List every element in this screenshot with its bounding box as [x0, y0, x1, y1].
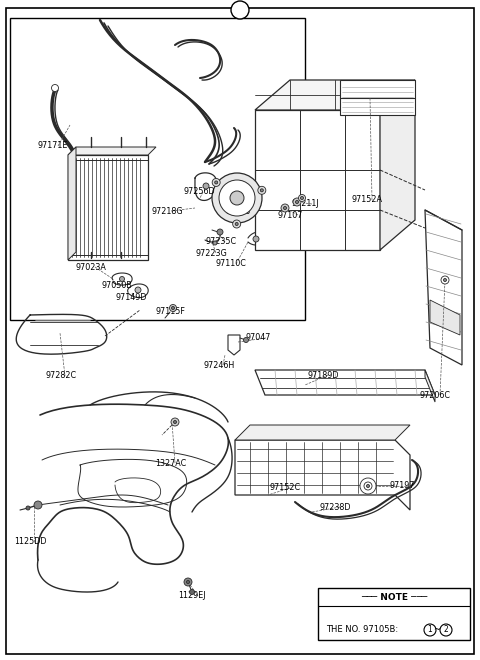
Text: 2: 2 — [444, 626, 448, 634]
Polygon shape — [68, 147, 156, 155]
Bar — [10, 18, 305, 320]
Polygon shape — [235, 425, 410, 440]
Text: 97047: 97047 — [246, 333, 271, 343]
Text: 97171E: 97171E — [38, 141, 68, 150]
Circle shape — [296, 201, 299, 203]
Polygon shape — [235, 440, 410, 510]
Text: 97206C: 97206C — [420, 391, 451, 399]
Text: 97152C: 97152C — [270, 484, 301, 492]
Polygon shape — [68, 155, 148, 260]
Text: 97043: 97043 — [225, 207, 250, 216]
Text: 97235C: 97235C — [205, 238, 236, 246]
Circle shape — [253, 236, 259, 242]
Circle shape — [203, 183, 209, 189]
Text: ~: ~ — [433, 626, 441, 634]
Circle shape — [184, 578, 192, 586]
Text: 97050B: 97050B — [102, 280, 133, 290]
Circle shape — [34, 501, 42, 509]
Bar — [260, 190, 298, 212]
Polygon shape — [255, 80, 415, 110]
Text: 97256D: 97256D — [183, 187, 215, 197]
Text: 97189D: 97189D — [308, 370, 339, 380]
Circle shape — [173, 420, 177, 424]
Circle shape — [231, 1, 249, 19]
Text: 97246H: 97246H — [203, 360, 234, 370]
Circle shape — [243, 337, 249, 343]
Text: 1327AC: 1327AC — [155, 459, 186, 467]
Text: 97218G: 97218G — [151, 207, 182, 216]
Text: 97197: 97197 — [390, 482, 416, 490]
Bar — [318, 588, 470, 640]
Circle shape — [444, 279, 446, 282]
Text: 1: 1 — [428, 626, 432, 634]
Polygon shape — [425, 210, 462, 365]
Circle shape — [293, 198, 301, 206]
Polygon shape — [68, 147, 76, 260]
Circle shape — [364, 482, 372, 490]
Polygon shape — [255, 370, 435, 395]
Circle shape — [260, 189, 264, 192]
Circle shape — [171, 418, 179, 426]
Text: 97023A: 97023A — [75, 263, 106, 271]
Polygon shape — [255, 110, 380, 250]
Circle shape — [258, 186, 266, 194]
Circle shape — [171, 306, 175, 310]
Text: 97223G: 97223G — [196, 249, 228, 257]
Text: 97115F: 97115F — [155, 308, 185, 317]
Circle shape — [26, 506, 30, 510]
Text: 97110C: 97110C — [216, 259, 247, 269]
Circle shape — [212, 173, 262, 223]
Text: 97152A: 97152A — [352, 195, 383, 205]
Circle shape — [169, 304, 177, 312]
Circle shape — [190, 589, 194, 595]
Circle shape — [217, 229, 223, 235]
Circle shape — [230, 191, 244, 205]
Circle shape — [367, 484, 370, 488]
Text: 1129EJ: 1129EJ — [178, 591, 205, 601]
Polygon shape — [340, 80, 415, 115]
Text: THE NO. 97105B:: THE NO. 97105B: — [326, 626, 398, 634]
Circle shape — [213, 241, 217, 245]
Bar — [230, 338, 238, 350]
Circle shape — [424, 624, 436, 636]
Circle shape — [215, 181, 217, 184]
Polygon shape — [228, 335, 240, 355]
Polygon shape — [425, 370, 435, 402]
Text: 97149D: 97149D — [115, 294, 146, 302]
Text: 97238D: 97238D — [320, 502, 351, 512]
Circle shape — [235, 222, 238, 226]
Circle shape — [441, 276, 449, 284]
Circle shape — [120, 277, 124, 282]
Polygon shape — [380, 80, 415, 250]
Circle shape — [212, 178, 220, 186]
Circle shape — [299, 195, 305, 201]
Polygon shape — [430, 300, 460, 335]
Text: 97107: 97107 — [278, 211, 303, 220]
Circle shape — [281, 204, 289, 212]
Text: 97282C: 97282C — [45, 372, 76, 381]
Text: 1: 1 — [237, 5, 243, 15]
Circle shape — [187, 581, 190, 583]
Circle shape — [51, 84, 59, 92]
Bar — [260, 162, 298, 184]
Bar — [260, 218, 298, 240]
Circle shape — [360, 478, 376, 494]
Circle shape — [219, 180, 255, 216]
Circle shape — [135, 287, 141, 293]
Text: ─── NOTE ───: ─── NOTE ─── — [361, 593, 427, 601]
Text: 97211J: 97211J — [292, 199, 320, 209]
Circle shape — [440, 624, 452, 636]
Circle shape — [300, 197, 303, 199]
Text: 1125DD: 1125DD — [14, 537, 47, 546]
Circle shape — [284, 207, 287, 209]
Circle shape — [233, 220, 240, 228]
